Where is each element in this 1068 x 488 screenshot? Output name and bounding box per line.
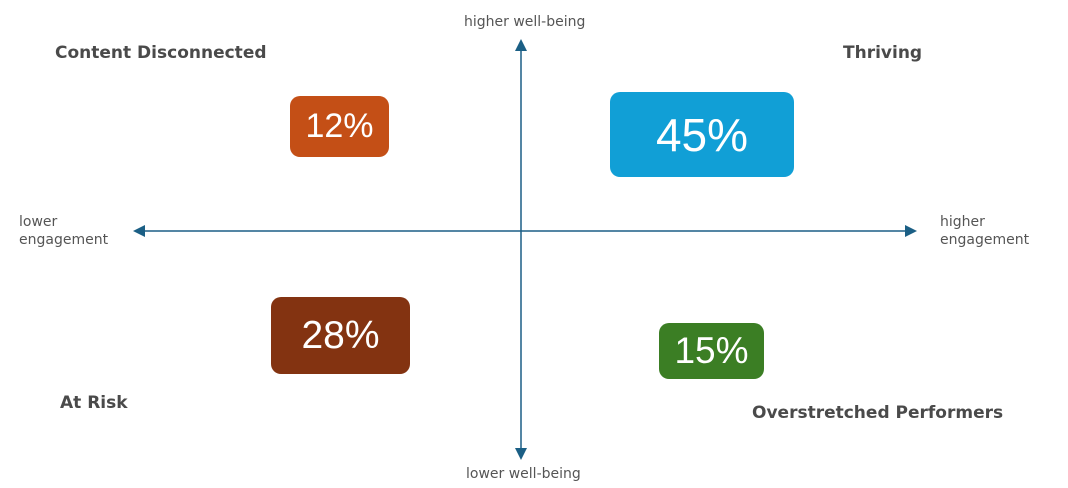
percentage-value: 12% [305, 107, 374, 145]
x-axis-right-label: higher engagement [940, 213, 1029, 249]
percentage-badge-overstretched-performers: 15% [659, 323, 764, 379]
x-axis-right-label-line2: engagement [940, 232, 1030, 248]
percentage-value: 28% [301, 313, 380, 357]
percentage-value: 45% [655, 108, 749, 161]
y-axis-top-label: higher well-being [464, 14, 586, 30]
x-axis-left-label-line2: engagement [19, 232, 109, 248]
x-axis-left-label-line1: lower [19, 214, 58, 230]
y-axis-bottom-label: lower well-being [466, 466, 581, 482]
percentage-badge-content-disconnected: 12% [290, 96, 389, 157]
percentage-badge-thriving: 45% [610, 92, 794, 177]
x-axis-left-label: lower engagement [19, 213, 108, 249]
percentage-value: 15% [674, 330, 749, 371]
quadrant-title-thriving: Thriving [843, 43, 923, 63]
quadrant-title-at-risk: At Risk [60, 393, 128, 413]
quadrant-title-content-disconnected: Content Disconnected [55, 43, 267, 63]
quadrant-title-overstretched-performers: Overstretched Performers [752, 403, 1004, 423]
x-axis-right-label-line1: higher [940, 214, 985, 230]
percentage-badge-at-risk: 28% [271, 297, 410, 374]
